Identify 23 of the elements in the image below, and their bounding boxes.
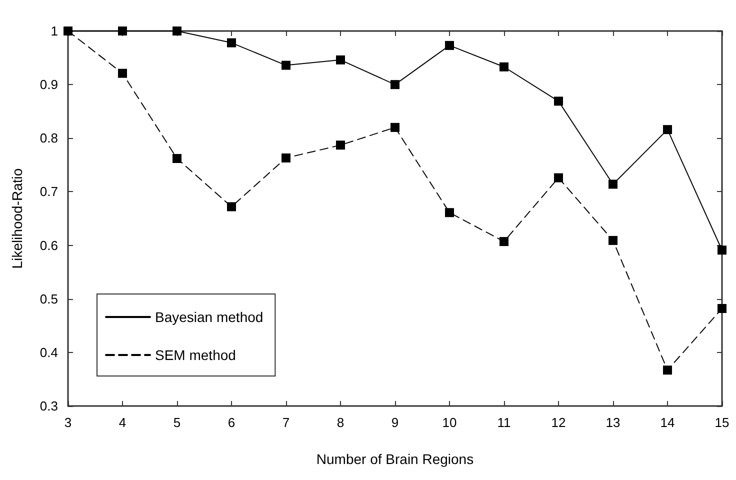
y-tick-label: 0.3 bbox=[40, 398, 58, 414]
y-tick-label: 0.4 bbox=[40, 344, 58, 360]
x-tick-label: 10 bbox=[442, 415, 457, 430]
x-tick-label: 13 bbox=[606, 415, 620, 430]
x-axis-title: Number of Brain Regions bbox=[316, 451, 474, 467]
x-tick-label: 6 bbox=[228, 415, 236, 430]
y-tick-label: 0.5 bbox=[40, 291, 58, 306]
x-tick-label: 5 bbox=[173, 415, 181, 430]
x-tick-label: 14 bbox=[660, 415, 675, 430]
y-tick-label: 0.9 bbox=[40, 77, 58, 92]
y-axis-title: Likelihood-Ratio bbox=[9, 168, 25, 269]
x-tick-label: 11 bbox=[497, 415, 511, 430]
x-tick-label: 12 bbox=[551, 415, 566, 430]
x-tick-label: 7 bbox=[282, 415, 290, 430]
y-tick-label: 1 bbox=[50, 24, 58, 38]
x-tick-label: 8 bbox=[336, 415, 344, 430]
x-tick-label: 3 bbox=[64, 415, 72, 430]
y-tick-label: 0.6 bbox=[40, 238, 58, 253]
y-tick-label: 0.8 bbox=[40, 130, 58, 146]
x-tick-label: 4 bbox=[118, 415, 126, 430]
x-tick-label: 15 bbox=[714, 415, 730, 430]
y-tick-label: 0.7 bbox=[40, 184, 58, 200]
x-tick-label: 9 bbox=[391, 415, 399, 430]
